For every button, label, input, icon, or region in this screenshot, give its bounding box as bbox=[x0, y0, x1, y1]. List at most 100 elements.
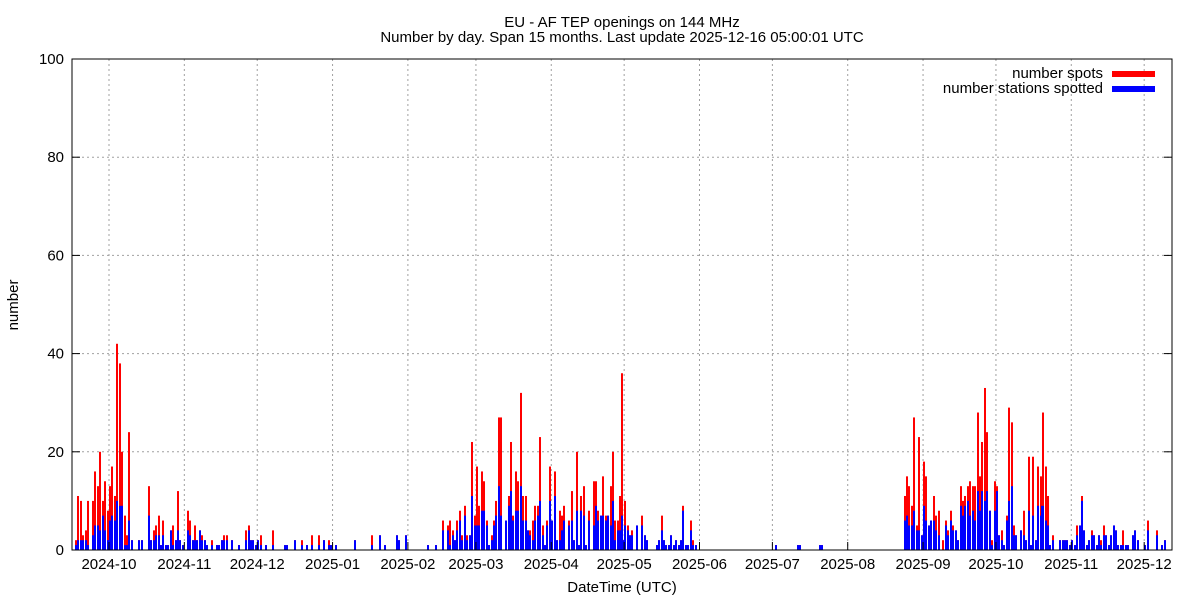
bar-stations bbox=[1047, 525, 1049, 550]
bar-stations bbox=[554, 495, 556, 550]
y-tick-label: 60 bbox=[47, 247, 64, 264]
bar-spots bbox=[1100, 540, 1102, 550]
y-tick-label: 0 bbox=[56, 542, 64, 559]
bar-stations bbox=[427, 545, 429, 550]
bar-spots bbox=[311, 535, 313, 550]
bar-spots bbox=[520, 392, 522, 550]
bar-stations bbox=[549, 500, 551, 550]
bar-stations bbox=[695, 545, 697, 550]
bar-spots bbox=[559, 510, 561, 550]
bar-spots bbox=[908, 486, 910, 550]
bar-stations bbox=[474, 525, 476, 550]
bar-stations bbox=[245, 540, 247, 550]
bar-stations bbox=[179, 540, 181, 550]
bar-stations bbox=[1025, 540, 1027, 550]
bar-stations bbox=[1032, 515, 1034, 550]
bar-stations bbox=[627, 530, 629, 550]
bar-stations bbox=[204, 540, 206, 550]
bar-stations bbox=[1037, 505, 1039, 550]
bar-stations bbox=[675, 540, 677, 550]
legend-swatch-spots bbox=[1112, 71, 1155, 77]
bar-stations bbox=[250, 540, 252, 550]
bar-stations bbox=[396, 535, 398, 550]
bar-spots bbox=[301, 540, 303, 550]
bar-stations bbox=[1103, 535, 1105, 550]
legend-label-spots: number spots bbox=[1012, 65, 1103, 82]
bar-stations bbox=[85, 540, 87, 550]
bar-stations bbox=[935, 530, 937, 550]
x-tick-label: 2025-03 bbox=[448, 556, 503, 573]
bar-stations bbox=[216, 545, 218, 550]
bar-stations bbox=[99, 530, 101, 550]
x-tick-label: 2025-08 bbox=[820, 556, 875, 573]
bar-stations bbox=[624, 525, 626, 550]
bar-stations bbox=[685, 545, 687, 550]
bar-spots bbox=[602, 476, 604, 550]
bar-spots bbox=[991, 540, 993, 550]
bar-spots bbox=[984, 387, 986, 550]
bar-spots bbox=[593, 481, 595, 550]
bar-stations bbox=[622, 540, 624, 550]
bar-stations bbox=[498, 486, 500, 550]
bar-stations bbox=[1035, 540, 1037, 550]
bar-stations bbox=[578, 545, 580, 550]
bar-spots bbox=[194, 525, 196, 550]
bar-stations bbox=[945, 525, 947, 550]
bar-stations bbox=[1122, 545, 1124, 550]
bar-stations bbox=[515, 510, 517, 550]
bar-stations bbox=[605, 520, 607, 550]
bar-stations bbox=[505, 520, 507, 550]
bar-stations bbox=[534, 520, 536, 550]
bar-stations bbox=[576, 510, 578, 550]
bar-stations bbox=[1074, 545, 1076, 550]
bar-stations bbox=[165, 545, 167, 550]
bar-stations bbox=[673, 545, 675, 550]
bar-stations bbox=[126, 545, 128, 550]
bar-stations bbox=[984, 500, 986, 550]
bar-stations bbox=[600, 515, 602, 550]
bar-stations bbox=[328, 545, 330, 550]
bar-spots bbox=[272, 530, 274, 550]
bar-stations bbox=[797, 545, 799, 550]
x-tick-label: 2025-10 bbox=[968, 556, 1023, 573]
bar-spots bbox=[913, 417, 915, 550]
bar-stations bbox=[960, 505, 962, 550]
bar-spots bbox=[1047, 495, 1049, 550]
bar-spots bbox=[99, 451, 101, 550]
bar-stations bbox=[544, 545, 546, 550]
bar-stations bbox=[398, 540, 400, 550]
bar-stations bbox=[265, 545, 267, 550]
bar-stations bbox=[196, 540, 198, 550]
chart-subtitle: Number by day. Span 15 months. Last upda… bbox=[380, 29, 864, 46]
y-tick-label: 40 bbox=[47, 346, 64, 363]
bar-spots bbox=[1011, 422, 1013, 550]
bar-stations bbox=[532, 540, 534, 550]
x-tick-label: 2025-11 bbox=[1044, 556, 1098, 573]
bar-stations bbox=[162, 535, 164, 550]
bar-stations bbox=[1108, 545, 1110, 550]
bar-stations bbox=[614, 540, 616, 550]
bar-stations bbox=[160, 545, 162, 550]
bar-spots bbox=[906, 476, 908, 550]
bar-stations bbox=[150, 540, 152, 550]
bar-stations bbox=[977, 491, 979, 550]
bar-stations bbox=[238, 545, 240, 550]
bar-spots bbox=[942, 540, 944, 550]
bar-stations bbox=[947, 535, 949, 550]
bar-stations bbox=[551, 520, 553, 550]
bar-stations bbox=[529, 535, 531, 550]
bar-stations bbox=[223, 540, 225, 550]
bar-stations bbox=[955, 530, 957, 550]
bar-spots bbox=[532, 520, 534, 550]
bar-stations bbox=[998, 535, 1000, 550]
bar-stations bbox=[306, 545, 308, 550]
bar-stations bbox=[158, 535, 160, 550]
bar-stations bbox=[619, 530, 621, 550]
bar-spots bbox=[1032, 456, 1034, 550]
bar-spots bbox=[172, 525, 174, 550]
bar-stations bbox=[950, 520, 952, 550]
bar-spots bbox=[614, 520, 616, 550]
bar-stations bbox=[612, 500, 614, 550]
bar-stations bbox=[206, 545, 208, 550]
bar-spots bbox=[539, 437, 541, 550]
